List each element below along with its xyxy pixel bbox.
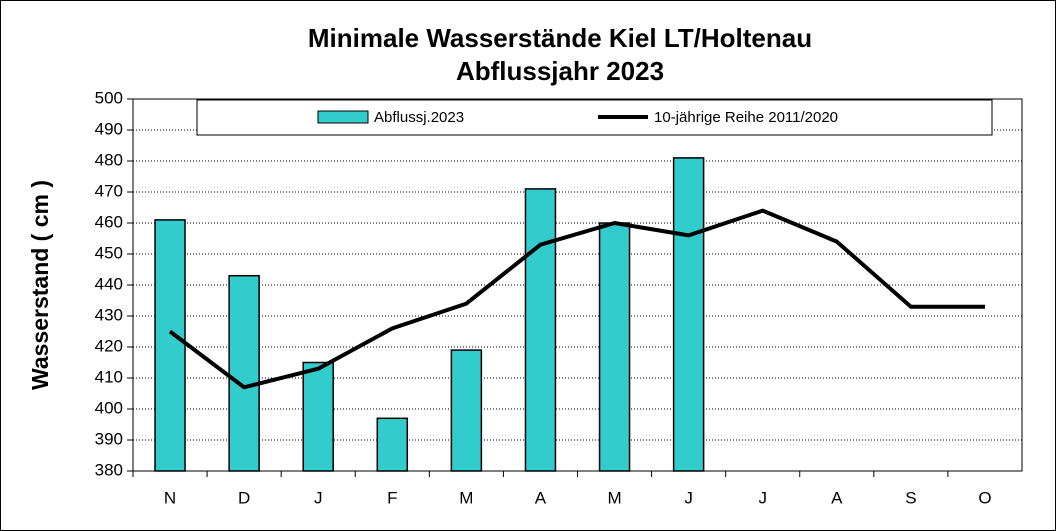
bar [228, 274, 260, 472]
y-tick-label: 430 [95, 305, 123, 324]
y-tick-label: 440 [95, 274, 123, 293]
legend [196, 99, 993, 136]
x-tick-label: D [238, 488, 250, 507]
x-tick-label: J [684, 488, 693, 507]
y-tick-label: 490 [95, 119, 123, 138]
y-tick-label: 480 [95, 150, 123, 169]
x-tick-label: F [387, 488, 397, 507]
legend-label: 10-jährige Reihe 2011/2020 [654, 109, 838, 126]
bar [672, 157, 705, 472]
x-tick-label: M [607, 488, 621, 507]
x-tick-label: N [164, 488, 176, 507]
y-tick-label: 450 [95, 243, 123, 262]
y-tick-label: 390 [95, 429, 123, 448]
bar [598, 222, 631, 472]
y-tick-label: 410 [95, 367, 123, 386]
line [168, 208, 985, 390]
x-tick-label: J [758, 488, 767, 507]
x-tick-label: A [831, 488, 843, 507]
x-tick-label: S [905, 488, 916, 507]
x-tick-label: M [459, 488, 473, 507]
bar [154, 219, 186, 472]
chart-title: Minimale Wasserstände Kiel LT/Holtenau [308, 23, 812, 53]
bar [524, 188, 557, 472]
chart-subtitle: Abflussjahr 2023 [456, 56, 664, 86]
legend-label: Abflussj.2023 [374, 109, 464, 126]
y-axis-label: Wasserstand ( cm ) [27, 180, 53, 390]
y-tick-label: 460 [95, 212, 123, 231]
y-tick-label: 420 [95, 336, 123, 355]
bar [376, 417, 409, 472]
bar [450, 349, 483, 472]
x-tick-label: O [978, 488, 991, 507]
y-tick-label: 380 [95, 460, 123, 479]
x-tick-label: A [535, 488, 547, 507]
y-tick-label: 500 [95, 88, 123, 107]
x-tick-label: J [314, 488, 323, 507]
legend-swatch [317, 110, 369, 124]
bar [302, 361, 334, 472]
y-tick-label: 400 [95, 398, 123, 417]
y-tick-label: 470 [95, 181, 123, 200]
